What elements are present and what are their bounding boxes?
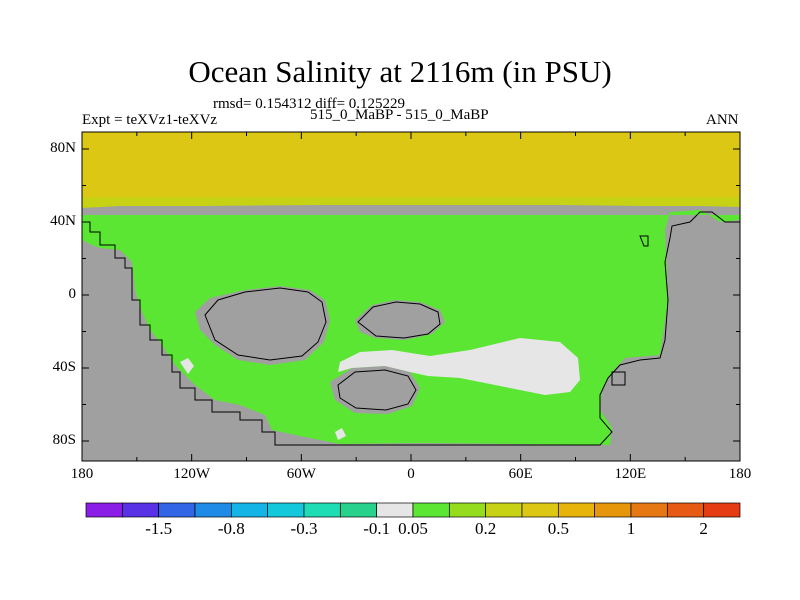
coastline xyxy=(611,371,626,386)
experiment-label: Expt = teXVz1-teXVz xyxy=(82,112,218,128)
near-zero-region xyxy=(180,358,194,374)
x-tick-label: 180 xyxy=(728,466,752,482)
x-tick-label: 120W xyxy=(173,466,210,482)
x-tick-label: 120E xyxy=(614,466,647,482)
colorbar-label: -0.8 xyxy=(217,519,245,538)
period-label: ANN xyxy=(706,112,739,128)
colorbar-swatch xyxy=(194,502,232,518)
colorbar-label: 1 xyxy=(626,519,636,538)
colorbar-swatch xyxy=(158,502,196,518)
colorbar-swatch xyxy=(267,502,305,518)
colorbar-label: 0.05 xyxy=(398,519,428,538)
x-tick-label: 180 xyxy=(70,466,94,482)
colorbar-label: -0.1 xyxy=(363,519,391,538)
x-tick-label: 0 xyxy=(407,466,415,482)
colorbar-label: -1.5 xyxy=(145,519,173,538)
coastline xyxy=(639,235,649,247)
colorbar-swatch xyxy=(594,502,632,518)
y-tick-label: 80S xyxy=(52,432,76,448)
x-tick-label: 60W xyxy=(286,466,316,482)
y-tick-label: 80N xyxy=(50,140,76,156)
north-polar-band xyxy=(82,132,740,197)
colorbar-swatch xyxy=(557,502,596,518)
stats-text: rmsd= 0.154312 diff= 0.125229 xyxy=(213,96,406,112)
colorbar-swatch xyxy=(85,502,123,518)
colorbar-swatch xyxy=(448,502,487,518)
y-tick-label: 40S xyxy=(52,359,76,375)
colorbar-label: 2 xyxy=(699,519,708,538)
colorbar-swatch xyxy=(485,502,523,518)
colorbar-swatch xyxy=(666,502,705,518)
coastline xyxy=(82,211,740,446)
colorbar-swatch xyxy=(303,502,341,518)
colorbar-swatch xyxy=(376,502,414,518)
colorbar-swatch xyxy=(339,502,378,518)
comparison-label: 515_0_MaBP - 515_0_MaBP xyxy=(310,107,489,123)
near-zero-region xyxy=(335,428,346,440)
colorbar-swatch xyxy=(121,502,160,518)
coastline xyxy=(204,287,327,361)
land-island xyxy=(195,286,330,365)
colorbar-label: -0.3 xyxy=(290,519,318,538)
north-transition-band xyxy=(82,197,740,208)
colorbar-label: 0.2 xyxy=(475,519,497,538)
colorbar-label: 0.5 xyxy=(547,519,569,538)
colorbar-swatch xyxy=(230,502,269,518)
y-tick-label: 40N xyxy=(50,213,76,229)
plot-title: Ocean Salinity at 2116m (in PSU) xyxy=(188,54,612,89)
near-zero-region xyxy=(338,338,580,395)
y-tick-label: 0 xyxy=(68,286,77,302)
colorbar-swatch xyxy=(703,502,741,518)
colorbar-swatch xyxy=(630,502,668,518)
colorbar-swatch xyxy=(412,502,450,518)
colorbar xyxy=(85,502,741,518)
colorbar-swatch xyxy=(521,502,559,518)
coastline xyxy=(337,369,417,411)
land-island xyxy=(330,366,420,414)
x-tick-label: 60E xyxy=(508,466,533,482)
land-island xyxy=(355,300,445,340)
coastline xyxy=(357,301,441,339)
